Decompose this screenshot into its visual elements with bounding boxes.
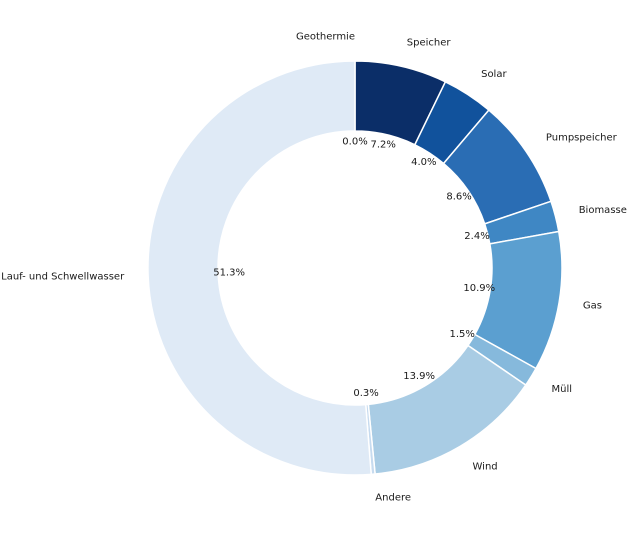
percent-label-andere: 0.3%: [353, 388, 378, 399]
category-label-biomasse: Biomasse: [579, 205, 627, 216]
pie-slice-lauf-und-schwellwasser: [147, 60, 372, 476]
category-label-wind: Wind: [473, 461, 498, 472]
percent-label-gas: 10.9%: [463, 283, 495, 294]
percent-label-geothermie: 0.0%: [342, 137, 367, 148]
percent-label-speicher: 7.2%: [370, 140, 395, 151]
category-label-speicher: Speicher: [407, 37, 452, 48]
percent-label-solar: 4.0%: [411, 157, 436, 168]
percent-label-pumpspeicher: 8.6%: [446, 192, 471, 203]
percent-label-wind: 13.9%: [403, 371, 435, 382]
category-label-muell: Müll: [552, 384, 573, 395]
category-label-lauf-und-schwellwasser: Lauf- und Schwellwasser: [1, 272, 125, 283]
category-label-geothermie: Geothermie: [296, 32, 355, 43]
percent-label-lauf-und-schwellwasser: 51.3%: [213, 267, 245, 278]
category-label-gas: Gas: [583, 300, 602, 311]
category-label-solar: Solar: [481, 69, 507, 80]
percent-label-muell: 1.5%: [449, 329, 474, 340]
category-label-andere: Andere: [375, 493, 411, 504]
category-label-pumpspeicher: Pumpspeicher: [546, 133, 618, 144]
percent-label-biomasse: 2.4%: [464, 231, 489, 242]
